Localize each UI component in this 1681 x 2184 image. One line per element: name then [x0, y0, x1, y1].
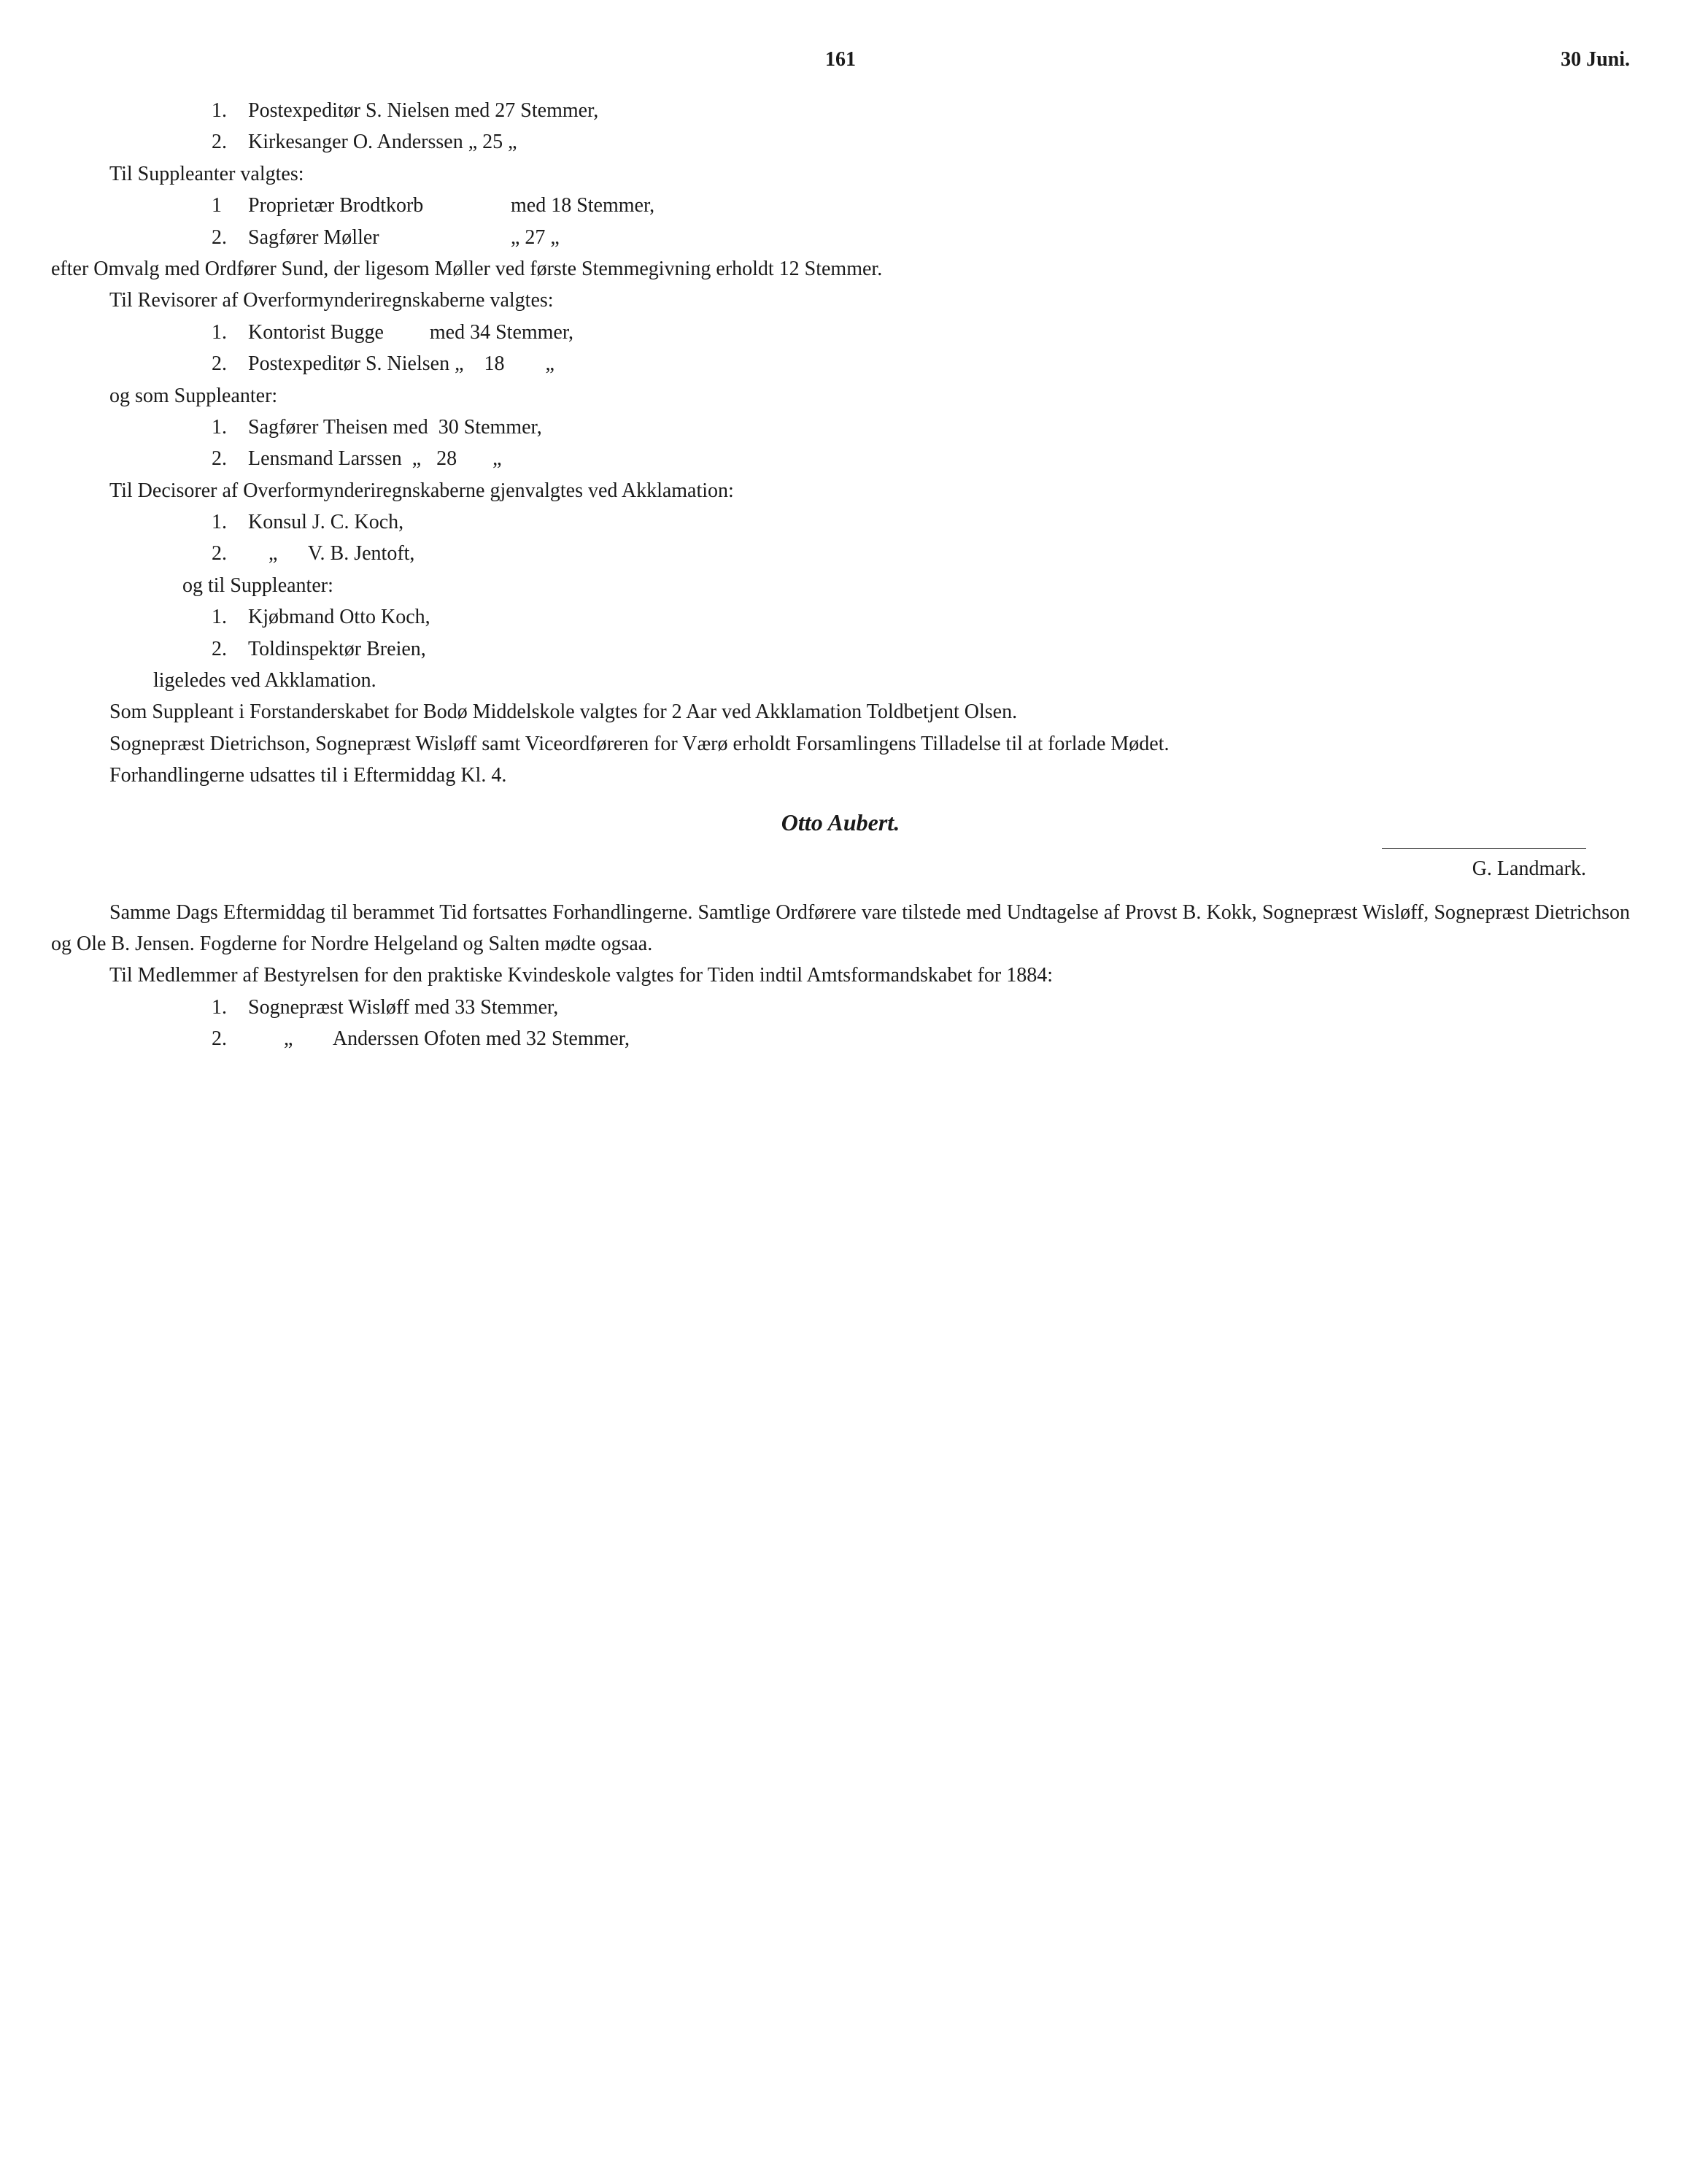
list-item: 1. Konsul J. C. Koch,	[212, 506, 1630, 538]
item-text: „ V. B. Jentoft,	[248, 538, 414, 569]
item-text: Postexpeditør S. Nielsen med 27 Stemmer,	[248, 95, 598, 126]
list-item: 2. „ Anderssen Ofoten med 32 Stemmer,	[212, 1023, 1630, 1054]
item-number: 1	[212, 190, 248, 221]
item-text: Toldinspektør Breien,	[248, 633, 426, 665]
item-number: 2.	[212, 222, 248, 253]
body-text: og som Suppleanter:	[51, 380, 1630, 412]
item-text: Lensmand Larssen „ 28 „	[248, 443, 502, 474]
item-number: 2.	[212, 443, 248, 474]
item-number: 2.	[212, 538, 248, 569]
list-item: 1. Postexpeditør S. Nielsen med 27 Stemm…	[212, 95, 1630, 126]
body-text: Til Suppleanter valgtes:	[51, 158, 1630, 190]
body-text: Til Revisorer af Overformynderiregnskabe…	[51, 285, 1630, 316]
item-text: Kirkesanger O. Anderssen „ 25 „	[248, 126, 517, 158]
item-number: 2.	[212, 126, 248, 158]
item-text: „ Anderssen Ofoten med 32 Stemmer,	[248, 1023, 630, 1054]
body-text: Forhandlingerne udsattes til i Eftermidd…	[51, 760, 1630, 791]
item-number: 1.	[212, 95, 248, 126]
item-number: 2.	[212, 348, 248, 379]
body-text: Sognepræst Dietrichson, Sognepræst Wislø…	[51, 728, 1630, 760]
list-item: 1. Kontorist Bugge med 34 Stemmer,	[212, 317, 1630, 348]
item-name: Proprietær Brodtkorb	[248, 190, 511, 221]
list-item: 2. Kirkesanger O. Anderssen „ 25 „	[212, 126, 1630, 158]
item-number: 2.	[212, 1023, 248, 1054]
signature-right: G. Landmark.	[51, 853, 1630, 884]
item-number: 2.	[212, 633, 248, 665]
list-item: 2. Postexpeditør S. Nielsen „ 18 „	[212, 348, 1630, 379]
item-text: Kontorist Bugge med 34 Stemmer,	[248, 317, 573, 348]
date-header: 30 Juni.	[1561, 44, 1630, 75]
item-text: Sagfører Theisen med 30 Stemmer,	[248, 412, 542, 443]
list-item: 1 Proprietær Brodtkorb med 18 Stemmer,	[212, 190, 1630, 221]
body-text: og til Suppleanter:	[51, 570, 1630, 601]
item-text: Kjøbmand Otto Koch,	[248, 601, 430, 633]
item-number: 1.	[212, 992, 248, 1023]
item-text: Postexpeditør S. Nielsen „ 18 „	[248, 348, 554, 379]
body-text: Til Medlemmer af Bestyrelsen for den pra…	[51, 960, 1630, 991]
body-text: ligeledes ved Akklamation.	[51, 665, 1630, 696]
list-item: 2. „ V. B. Jentoft,	[212, 538, 1630, 569]
item-number: 1.	[212, 317, 248, 348]
list-item: 2. Toldinspektør Breien,	[212, 633, 1630, 665]
page-number: 161	[825, 44, 856, 75]
list-item: 1. Kjøbmand Otto Koch,	[212, 601, 1630, 633]
item-text: Sognepræst Wisløff med 33 Stemmer,	[248, 992, 558, 1023]
list-item: 2. Sagfører Møller „ 27 „	[212, 222, 1630, 253]
body-text: Samme Dags Eftermiddag til berammet Tid …	[51, 897, 1630, 960]
item-number: 1.	[212, 601, 248, 633]
item-number: 1.	[212, 412, 248, 443]
list-item: 1. Sognepræst Wisløff med 33 Stemmer,	[212, 992, 1630, 1023]
item-name: Sagfører Møller	[248, 222, 511, 253]
divider	[1382, 848, 1586, 849]
body-text: efter Omvalg med Ordfører Sund, der lige…	[51, 253, 1630, 285]
item-rest: „ 27 „	[511, 222, 560, 253]
list-item: 1. Sagfører Theisen med 30 Stemmer,	[212, 412, 1630, 443]
item-rest: med 18 Stemmer,	[511, 190, 654, 221]
signature-center: Otto Aubert.	[51, 805, 1630, 841]
item-text: Konsul J. C. Koch,	[248, 506, 403, 538]
item-number: 1.	[212, 506, 248, 538]
list-item: 2. Lensmand Larssen „ 28 „	[212, 443, 1630, 474]
body-text: Som Suppleant i Forstanderskabet for Bod…	[51, 696, 1630, 728]
body-text: Til Decisorer af Overformynderiregnskabe…	[51, 475, 1630, 506]
